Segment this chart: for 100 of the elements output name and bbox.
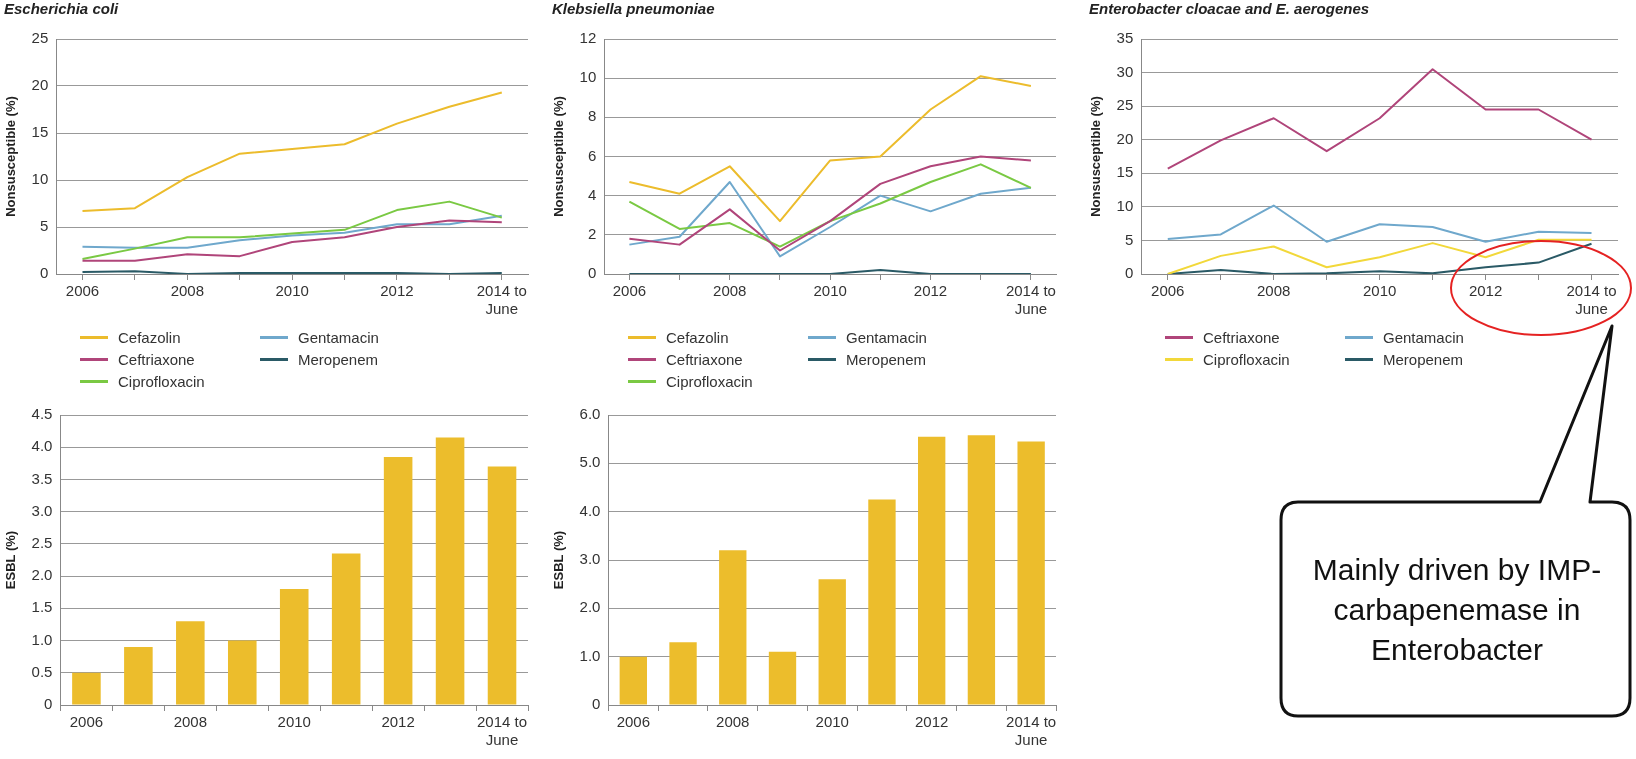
- x-tick-label: 2014 to June: [1566, 282, 1617, 318]
- bar: [818, 579, 846, 705]
- y-axis-title: ESBL (%): [3, 530, 19, 590]
- y-tick-label: 35: [1116, 29, 1134, 47]
- legend-label: Ciprofloxacin: [118, 372, 205, 390]
- text: Mainly driven by IMP-carbapenemase in Enterobacter: [1311, 552, 1603, 668]
- x-tick-label: 2012: [914, 713, 949, 731]
- y-tick-label: 5: [1124, 230, 1134, 248]
- y-tick-label: 3.0: [31, 501, 53, 519]
- x-tick-label: 2012: [1468, 282, 1503, 300]
- bar: [868, 499, 896, 705]
- bar: [619, 656, 647, 705]
- y-tick-label: 0: [587, 264, 597, 282]
- legend-label: Ciprofloxacin: [1203, 350, 1290, 368]
- y-tick-label: 4.0: [579, 501, 601, 519]
- x-tick-label: 2012: [913, 282, 948, 300]
- x-tick-label: 2008: [173, 713, 208, 731]
- x-tick-label: 2014 to June: [477, 713, 528, 749]
- legend-label: Meropenem: [846, 350, 927, 368]
- legend-label: Ceftriaxone: [666, 350, 743, 368]
- y-axis-title: ESBL (%): [551, 530, 567, 590]
- bar: [967, 435, 996, 705]
- x-tick-label: 2008: [170, 282, 204, 300]
- y-tick-label: 1.0: [579, 646, 601, 664]
- y-tick-label: 20: [1116, 129, 1134, 147]
- x-tick-label: 2006: [616, 713, 650, 731]
- x-tick-label: 2010: [813, 282, 847, 300]
- bar: [383, 456, 413, 705]
- y-tick-label: 0.5: [31, 662, 53, 680]
- x-tick-label: 2008: [716, 713, 750, 731]
- y-tick-label: 25: [1116, 96, 1134, 114]
- x-tick-label: 2014 to June: [1005, 282, 1056, 318]
- y-tick-label: 15: [1116, 163, 1134, 181]
- bar: [1017, 441, 1045, 705]
- y-tick-label: 3.0: [579, 550, 601, 568]
- bar: [72, 672, 101, 705]
- y-tick-label: 30: [1116, 62, 1134, 80]
- legend-label: Ceftriaxone: [118, 350, 195, 368]
- y-tick-label: 0: [44, 695, 53, 713]
- legend-label: Gentamacin: [846, 328, 927, 346]
- x-tick-label: 2008: [1257, 282, 1291, 300]
- bar: [487, 466, 517, 705]
- x-tick-label: 2008: [713, 282, 747, 300]
- chart-title: Klebsiella pneumoniae: [551, 0, 716, 19]
- legend-label: Ceftriaxone: [1203, 328, 1280, 346]
- bar: [124, 647, 153, 705]
- y-tick-label: 2.0: [579, 598, 601, 616]
- x-tick-label: 2014 to June: [1006, 713, 1057, 749]
- legend-label: Cefazolin: [666, 328, 729, 346]
- x-tick-label: 2012: [381, 713, 415, 731]
- legend-label: Meropenem: [1383, 350, 1464, 368]
- bar: [435, 437, 465, 705]
- y-tick-label: 5: [39, 217, 49, 235]
- y-axis-title: Nonsusceptible (%): [551, 96, 567, 217]
- y-tick-label: 2.0: [31, 566, 53, 584]
- y-tick-label: 8: [587, 107, 597, 125]
- chart-title: Enterobacter cloacae and E. aerogenes: [1088, 0, 1371, 19]
- y-tick-label: 1.5: [31, 598, 53, 616]
- bar: [768, 651, 797, 705]
- y-tick-label: 4.0: [31, 437, 53, 455]
- y-axis-title: Nonsusceptible (%): [3, 96, 19, 217]
- y-tick-label: 6.0: [579, 405, 601, 423]
- legend-label: Cefazolin: [118, 328, 181, 346]
- y-tick-label: 1.0: [31, 630, 53, 648]
- y-tick-label: 5.0: [579, 453, 601, 471]
- y-tick-label: 25: [31, 29, 49, 47]
- x-tick-label: 2010: [277, 713, 311, 731]
- legend-label: Ciprofloxacin: [666, 372, 753, 390]
- bar: [719, 550, 747, 705]
- bar: [669, 642, 697, 705]
- y-tick-label: 0: [1124, 264, 1134, 282]
- y-tick-label: 3.5: [31, 469, 53, 487]
- y-tick-label: 6: [587, 146, 597, 164]
- y-tick-label: 10: [1116, 197, 1134, 214]
- y-tick-label: 2: [587, 224, 597, 242]
- bar: [176, 621, 205, 705]
- x-tick-label: 2012: [380, 282, 414, 300]
- y-tick-label: 12: [579, 29, 597, 47]
- bar: [227, 640, 257, 705]
- legend-label: Gentamacin: [1383, 328, 1464, 346]
- x-tick-label: 2006: [1151, 282, 1185, 300]
- y-tick-label: 10: [31, 170, 49, 188]
- legend-label: Meropenem: [298, 350, 379, 368]
- y-tick-label: 15: [31, 123, 49, 141]
- x-tick-label: 2006: [69, 713, 104, 731]
- bar: [331, 553, 361, 705]
- y-tick-label: 20: [31, 76, 49, 94]
- x-tick-label: 2006: [65, 282, 100, 300]
- bar: [279, 589, 309, 705]
- x-tick-label: 2006: [612, 282, 647, 300]
- y-tick-label: 4: [587, 185, 597, 203]
- y-tick-label: 2.5: [31, 534, 53, 552]
- x-tick-label: 2010: [275, 282, 309, 300]
- y-tick-label: 0: [39, 264, 49, 282]
- legend-label: Gentamacin: [298, 328, 379, 346]
- y-tick-label: 10: [579, 68, 597, 86]
- chart-title: Escherichia coli: [3, 0, 120, 19]
- x-tick-label: 2010: [1362, 282, 1397, 300]
- bar: [918, 436, 946, 705]
- y-tick-label: 4.5: [31, 405, 53, 423]
